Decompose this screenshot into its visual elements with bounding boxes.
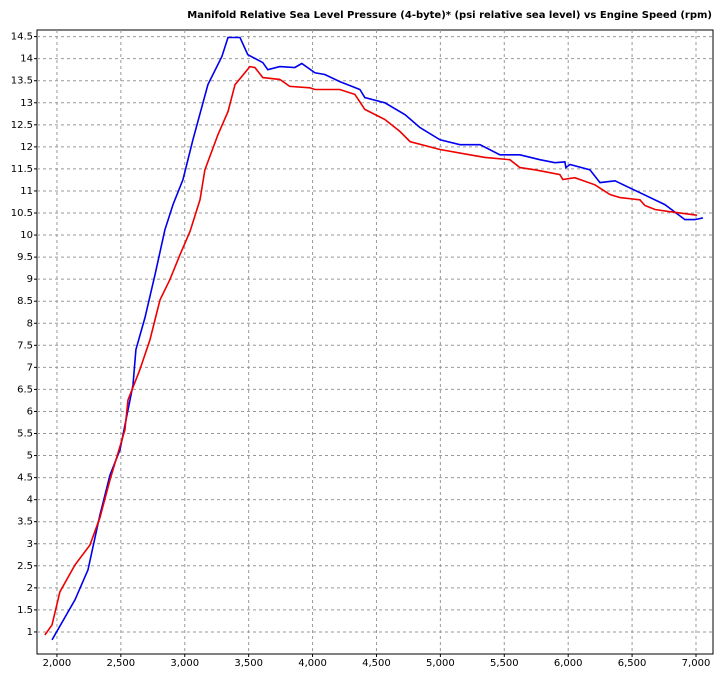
y-tick-label: 10.5 — [11, 208, 33, 219]
y-tick-label: 7.5 — [17, 340, 33, 351]
x-tick-label: 6,000 — [554, 658, 583, 669]
y-tick-label: 2.5 — [17, 561, 33, 572]
y-tick-label: 6.5 — [17, 384, 33, 395]
x-tick-label: 3,500 — [234, 658, 263, 669]
y-tick-label: 1 — [27, 627, 33, 638]
x-tick-label: 3,000 — [170, 658, 199, 669]
y-tick-label: 2 — [27, 583, 33, 594]
x-tick-label: 6,500 — [618, 658, 647, 669]
y-tick-label: 9 — [27, 274, 33, 285]
x-tick-label: 4,000 — [298, 658, 327, 669]
chart-title: Manifold Relative Sea Level Pressure (4-… — [187, 10, 712, 21]
y-tick-label: 3 — [27, 539, 33, 550]
y-tick-label: 3.5 — [17, 517, 33, 528]
x-tick-label: 4,500 — [362, 658, 391, 669]
y-tick-label: 8.5 — [17, 296, 33, 307]
y-tick-label: 8 — [27, 318, 33, 329]
y-tick-label: 13.5 — [11, 76, 33, 87]
y-tick-label: 11 — [20, 186, 33, 197]
x-tick-label: 2,500 — [107, 658, 136, 669]
x-tick-label: 2,000 — [43, 658, 72, 669]
series-line — [44, 65, 698, 636]
y-tick-label: 9.5 — [17, 252, 33, 263]
series-line — [51, 36, 704, 641]
x-tick-label: 5,500 — [490, 658, 519, 669]
y-tick-label: 5 — [27, 451, 33, 462]
y-tick-label: 12.5 — [11, 120, 33, 131]
y-tick-label: 5.5 — [17, 429, 33, 440]
y-tick-label: 10 — [20, 230, 33, 241]
y-tick-label: 4.5 — [17, 473, 33, 484]
y-tick-label: 6 — [27, 406, 33, 417]
y-tick-label: 11.5 — [11, 164, 33, 175]
x-tick-label: 7,000 — [682, 658, 711, 669]
y-tick-label: 4 — [27, 495, 33, 506]
x-tick-label: 5,000 — [426, 658, 455, 669]
y-tick-label: 12 — [20, 142, 33, 153]
y-tick-label: 14.5 — [11, 32, 33, 43]
y-tick-label: 13 — [20, 98, 33, 109]
y-tick-label: 14 — [20, 54, 33, 65]
y-tick-label: 7 — [27, 362, 33, 373]
y-tick-label: 1.5 — [17, 605, 33, 616]
